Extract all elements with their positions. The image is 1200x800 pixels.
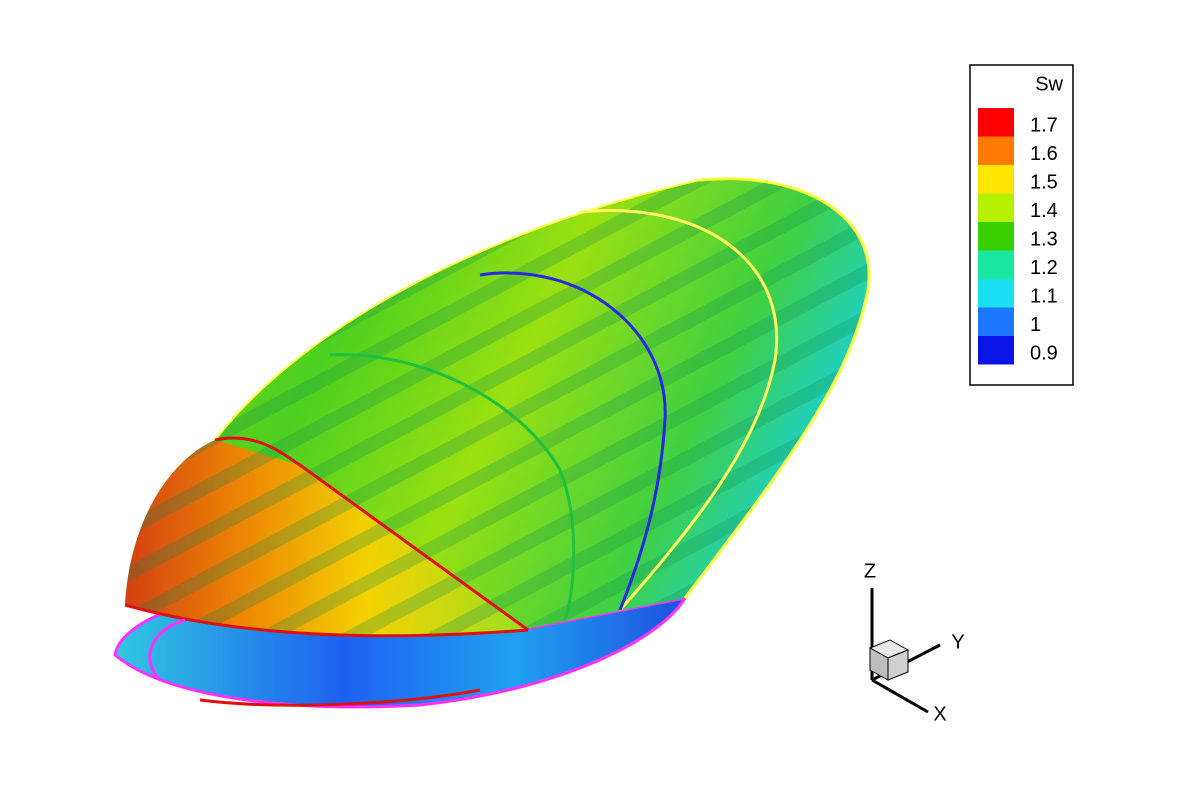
legend-swatch <box>978 250 1014 279</box>
legend-swatch <box>978 108 1014 137</box>
legend-swatch <box>978 222 1014 251</box>
z-label: Z <box>864 560 876 582</box>
legend-swatch <box>978 165 1014 194</box>
legend-label: 1 <box>1030 314 1041 336</box>
legend-label: 1.5 <box>1030 172 1058 194</box>
legend-title: Sw <box>1035 73 1063 95</box>
legend-label: 1.2 <box>1030 257 1058 279</box>
cube-right <box>887 649 909 681</box>
x-label: X <box>933 703 946 725</box>
legend-swatch <box>978 307 1014 336</box>
legend: Sw 1.7 1.6 1.5 1.4 1.3 1.2 1.1 1 0.9 <box>969 64 1074 386</box>
surface <box>113 177 871 709</box>
legend-label: 1.1 <box>1030 286 1058 308</box>
y-label: Y <box>951 631 964 653</box>
legend-swatch <box>978 136 1014 165</box>
legend-label: 1.6 <box>1030 143 1058 165</box>
legend-label: 0.9 <box>1030 343 1058 365</box>
x-axis <box>871 678 929 714</box>
legend-swatch <box>978 336 1014 365</box>
legend-label: 1.7 <box>1030 115 1058 137</box>
legend-swatch <box>978 279 1014 308</box>
legend-label: 1.4 <box>1030 200 1058 222</box>
legend-swatch <box>978 193 1014 222</box>
legend-label: 1.3 <box>1030 229 1058 251</box>
axis-triad: Z Y X <box>864 560 965 725</box>
